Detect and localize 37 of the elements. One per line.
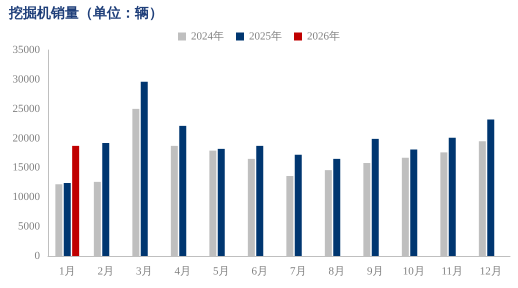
x-tick-label: 10月: [402, 266, 425, 278]
bar: [179, 126, 186, 256]
x-tick-label: 9月: [367, 266, 384, 278]
bar: [294, 154, 302, 256]
bar: [140, 82, 148, 256]
y-tick-label: 35000: [12, 44, 40, 56]
x-tick-label: 11月: [441, 266, 464, 278]
y-tick-label: 15000: [12, 162, 40, 174]
y-tick-label: 30000: [12, 73, 40, 86]
bar: [218, 148, 225, 256]
bar: [102, 142, 110, 256]
x-tick-label: 12月: [480, 266, 502, 278]
x-tick-label: 3月: [136, 266, 152, 278]
y-tick-label: 20000: [12, 132, 40, 144]
bar: [64, 183, 71, 256]
y-tick-label: 0: [34, 250, 40, 262]
y-tick-label: 25000: [12, 102, 40, 115]
bar: [72, 146, 80, 256]
legend-label: 2025年: [249, 30, 282, 42]
x-tick-label: 6月: [252, 266, 268, 278]
legend-label: 2024年: [191, 30, 224, 42]
x-tick-label: 4月: [174, 266, 191, 278]
x-tick-label: 1月: [59, 266, 76, 278]
y-tick-label: 10000: [12, 191, 40, 204]
chart-title: 挖掘机销量（单位：辆）: [8, 6, 163, 22]
bar: [256, 146, 264, 256]
x-tick-label: 2月: [98, 266, 114, 278]
bar: [487, 119, 494, 256]
bar: [410, 149, 418, 256]
legend-label: 2026年: [307, 30, 340, 42]
bar: [448, 138, 456, 256]
x-tick-label: 5月: [213, 266, 230, 278]
x-tick-label: 8月: [328, 266, 345, 278]
bar: [372, 138, 379, 256]
bar: [333, 158, 340, 256]
x-tick-label: 7月: [290, 266, 306, 278]
y-tick-label: 5000: [18, 220, 40, 233]
